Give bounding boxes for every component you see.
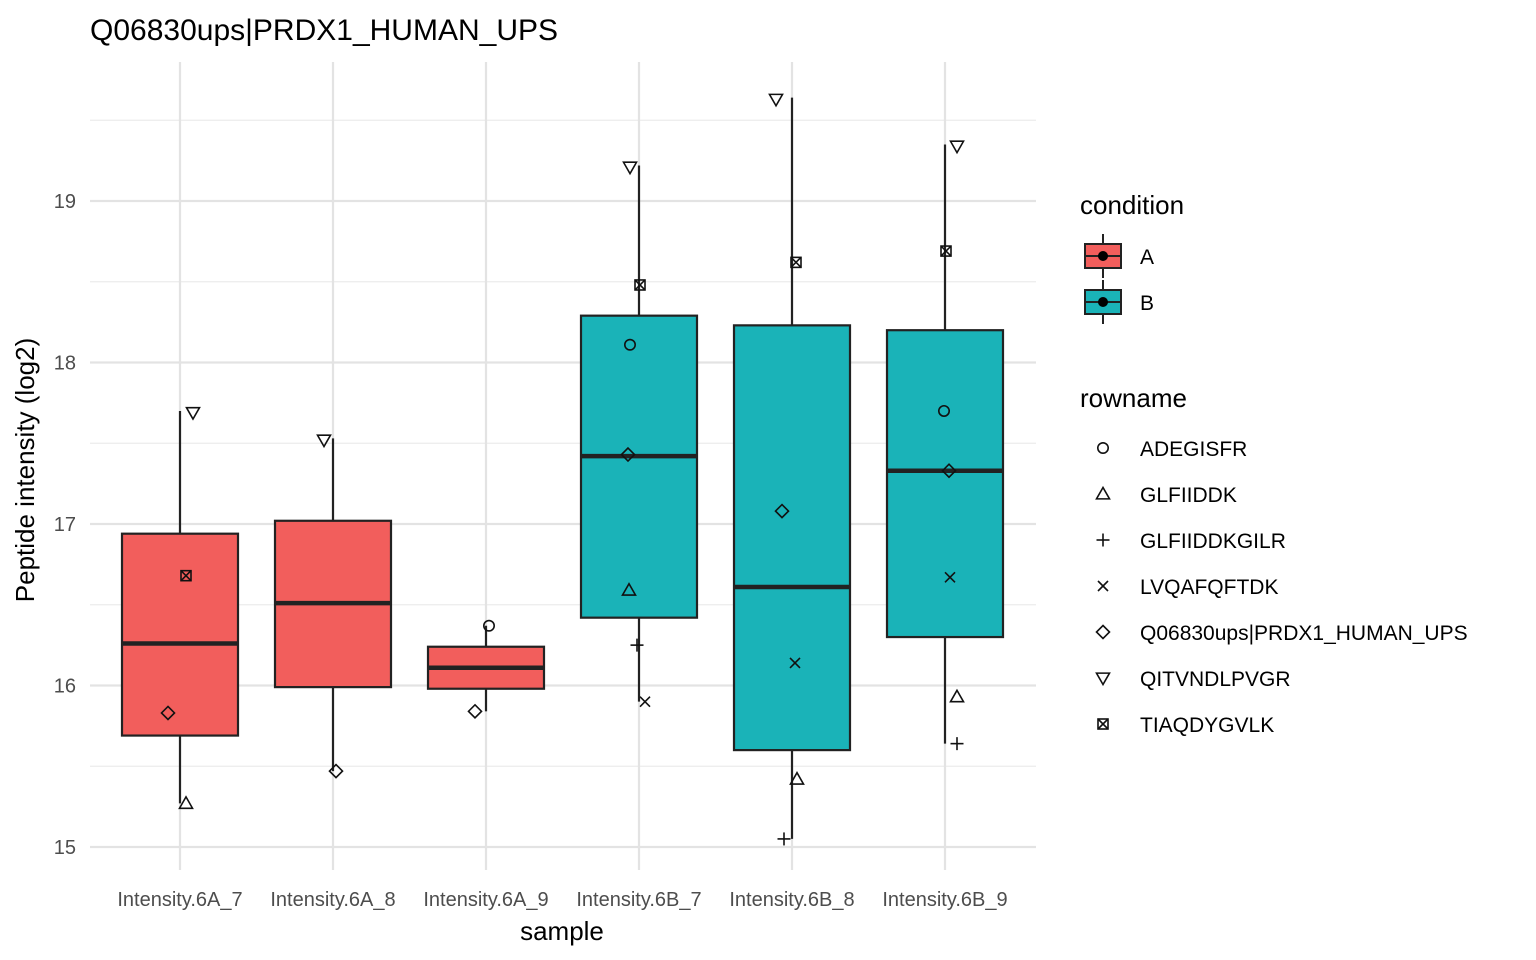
legend-plus-icon	[1096, 533, 1110, 547]
box-intensity-6a-8	[273, 438, 393, 772]
point-tiaqdygvlk	[634, 279, 646, 291]
box-intensity-6b-7	[579, 165, 699, 702]
point-lvqafqftdk	[944, 571, 956, 583]
x-tick-label: Intensity.6A_8	[270, 889, 395, 911]
point-glfiiddk	[178, 795, 194, 810]
box-intensity-6a-7	[120, 410, 240, 804]
legend-rowname-title: rowname	[1080, 383, 1187, 413]
point-tiaqdygvlk	[790, 256, 802, 269]
point-layer	[160, 93, 965, 846]
legend-square-cross-icon	[1097, 718, 1109, 730]
x-axis: Intensity.6A_7 Intensity.6A_8 Intensity.6A…	[117, 889, 1007, 911]
point-tiaqdygvlk	[940, 245, 952, 257]
point-adegisfr	[623, 338, 636, 351]
box-intensity-6a-9	[426, 625, 546, 712]
point-lvqafqftdk	[789, 657, 801, 669]
point-glfiiddk	[621, 582, 637, 596]
point-qitvndlpvgr	[316, 434, 332, 449]
x-tick-label: Intensity.6A_7	[117, 889, 242, 911]
y-axis: 15 16 17 18 19	[54, 191, 76, 859]
point-adegisfr	[482, 619, 495, 632]
box-body	[885, 329, 1005, 639]
box-intensity-6b-8	[732, 97, 852, 839]
point-tiaqdygvlk	[180, 569, 192, 582]
legend-key-a	[1084, 234, 1122, 278]
legend-condition-label: B	[1140, 292, 1154, 315]
legend-condition-title: condition	[1080, 190, 1184, 220]
legend-triangle-down-icon	[1095, 672, 1111, 687]
legend-rowname-label: ADEGISFR	[1140, 438, 1247, 461]
point-qitvndlpvgr	[622, 161, 638, 176]
x-tick-label: Intensity.6B_7	[576, 889, 701, 911]
chart-title: Q06830ups|PRDX1_HUMAN_UPS	[90, 14, 558, 47]
point-glfiiddk	[789, 771, 805, 785]
x-tick-label: Intensity.6B_9	[882, 889, 1007, 911]
x-tick-label: Intensity.6B_8	[729, 889, 854, 911]
legend-rowname-label: LVQAFQFTDK	[1140, 576, 1278, 599]
point-glfiiddk	[949, 688, 965, 703]
y-tick-label: 19	[54, 191, 76, 213]
legend-key-b	[1084, 280, 1122, 324]
point-adegisfr	[937, 404, 950, 417]
point-glfiiddkgilr	[950, 737, 964, 751]
point-q06830ups-prdx1-human-ups	[467, 703, 483, 719]
legend-rowname-label: GLFIIDDK	[1140, 484, 1237, 507]
point-qitvndlpvgr	[949, 140, 965, 155]
legend-rowname-label: QITVNDLPVGR	[1140, 668, 1291, 691]
point-qitvndlpvgr	[768, 93, 784, 108]
point-glfiiddkgilr	[630, 638, 644, 652]
box-layer	[120, 97, 1005, 839]
box-body	[579, 314, 699, 619]
point-q06830ups-prdx1-human-ups	[160, 705, 176, 721]
y-axis-label: Peptide intensity (log2)	[10, 338, 40, 602]
legend-rowname-label: Q06830ups|PRDX1_HUMAN_UPS	[1140, 622, 1468, 645]
legend-triangle-up-icon	[1095, 485, 1111, 500]
box-body	[732, 324, 852, 752]
x-axis-label: sample	[520, 916, 604, 946]
point-q06830ups-prdx1-human-ups	[774, 503, 790, 519]
point-q06830ups-prdx1-human-ups	[620, 446, 636, 463]
legend-rowname-label: GLFIIDDKGILR	[1140, 530, 1286, 553]
box-body	[120, 532, 240, 737]
point-q06830ups-prdx1-human-ups	[941, 463, 957, 479]
legend-circle-icon	[1097, 441, 1110, 454]
y-tick-label: 17	[54, 514, 76, 536]
legend-diamond-icon	[1095, 624, 1111, 640]
y-tick-label: 18	[54, 353, 76, 375]
point-glfiiddkgilr	[777, 832, 791, 846]
legend-condition-label: A	[1140, 246, 1154, 269]
y-tick-label: 16	[54, 676, 76, 698]
point-lvqafqftdk	[639, 696, 651, 708]
x-tick-label: Intensity.6A_9	[423, 889, 548, 911]
legend-cross-icon	[1097, 580, 1109, 592]
y-tick-label: 15	[54, 837, 76, 859]
box-intensity-6b-9	[885, 144, 1005, 744]
legend-rowname-label: TIAQDYGVLK	[1140, 714, 1274, 737]
point-q06830ups-prdx1-human-ups	[328, 763, 344, 779]
point-qitvndlpvgr	[185, 406, 201, 421]
